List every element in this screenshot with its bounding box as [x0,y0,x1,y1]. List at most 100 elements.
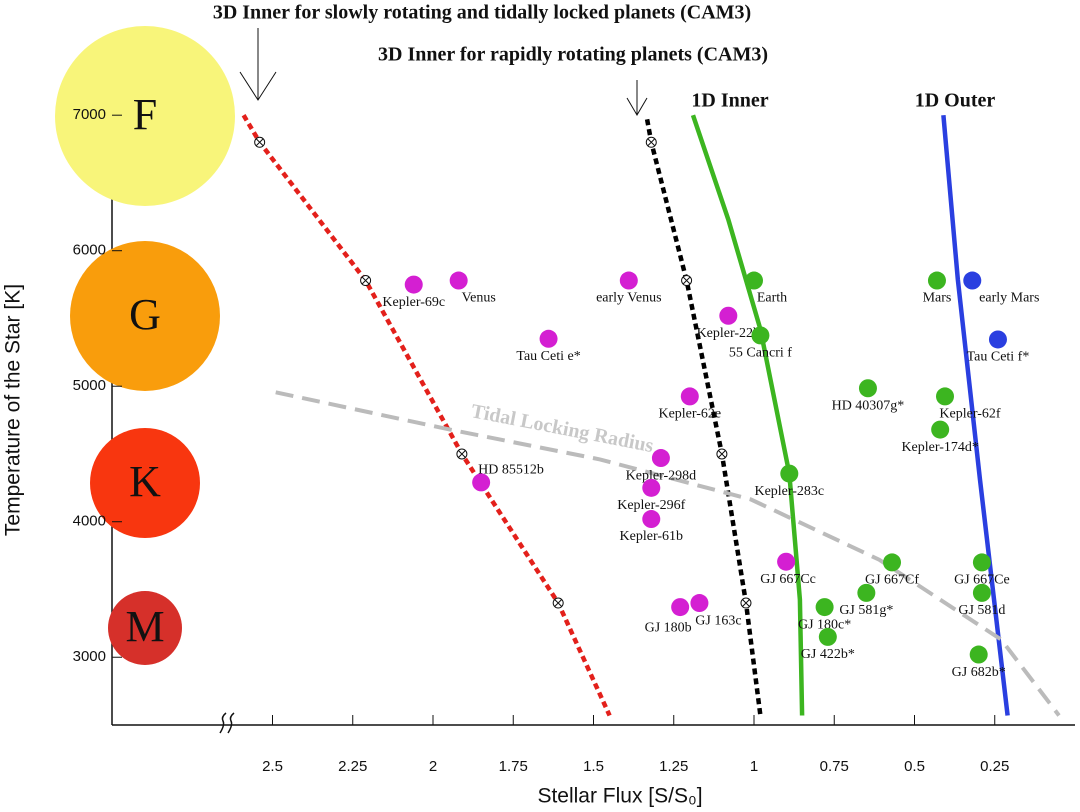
marker-cross [682,276,691,285]
planet-point [642,478,661,497]
planet-label: GJ 180c* [798,617,851,632]
spectral-type-label: M [125,602,164,651]
planet-point [815,598,834,617]
curve-label: 3D Inner for slowly rotating and tidally… [213,2,751,24]
y-tick-label: 5000 [73,377,106,394]
planet-point [927,271,946,290]
spectral-type-disk [108,591,182,665]
x-tick-label: 1.75 [499,758,528,775]
model-marker [681,275,693,287]
marker-cross [361,276,370,285]
planet-point [972,583,991,602]
planet-point [858,379,877,398]
planet-point [642,510,661,529]
planet-point [818,627,837,646]
planet-label: Kepler-174d* [901,440,978,455]
y-tick-label: 4000 [73,513,106,530]
planet-label: GJ 180b [645,620,692,635]
spectral-type-disk [55,26,235,206]
x-tick-label: 0.75 [820,758,849,775]
x-tick-label: 2.5 [262,758,283,775]
marker-cross [554,599,563,607]
x-axis-label: Stellar Flux [S/S₀] [537,785,702,808]
planet-label: GJ 581d [958,603,1005,618]
planet-point [780,464,799,483]
marker-cross [742,599,750,607]
planet-point [539,329,558,348]
planet-point [883,553,902,572]
planet-point [619,271,638,290]
curve [690,114,805,716]
planet-label: GJ 682b* [952,665,1006,680]
x-tick-label: 2 [429,758,437,775]
x-tick-label: 2.25 [338,758,367,775]
planet-point [745,271,763,290]
planet-label: GJ 163c [695,613,741,628]
x-tick-label: 0.25 [980,758,1009,775]
curve-label: 1D Inner [691,90,768,112]
arrow-head [239,71,277,101]
planet-point [651,449,670,468]
planet-label: Tau Ceti f* [967,350,1030,365]
planet-point [449,271,468,290]
model-marker [360,275,372,287]
model-marker [456,448,468,460]
y-axis-label: Temperature of the Star [K] [2,284,25,536]
planet-label: early Mars [979,291,1039,306]
planet-label: GJ 422b* [801,647,855,662]
model-marker [552,597,564,609]
spectral-type-disk [90,428,200,538]
planet-label: HD 40307g* [832,398,905,413]
y-tick-label: 3000 [73,648,106,665]
planet-point [963,271,982,290]
planet-point [719,306,738,325]
planet-label: Mars [923,291,952,306]
marker-cross [647,138,656,147]
model-marker [645,136,657,148]
planet-label: Kepler-22b [697,326,760,341]
planet-point [404,275,423,294]
planet-label: Kepler-61b [620,529,683,544]
planet-label: Kepler-69c [382,295,445,310]
spectral-type-disk [70,241,220,391]
planet-point [988,330,1007,349]
planet-label: Tau Ceti e* [516,349,580,364]
planet-label: Earth [757,291,787,306]
planet-point [680,387,699,406]
planet-point [777,552,796,571]
curve [241,114,612,717]
x-tick-label: 0.5 [904,758,925,775]
model-marker [254,136,266,148]
curve [941,115,1010,716]
planet-label: Kepler-62f [939,407,1000,422]
axis-break [219,712,235,734]
marker-cross [255,138,264,147]
curve-label: 3D Inner for rapidly rotating planets (C… [378,44,768,66]
marker-cross [458,450,466,458]
planet-label: GJ 667Cf [865,573,919,588]
model-marker [716,448,728,460]
planet-label: Kepler-283c [754,484,824,499]
planet-label: HD 85512b [478,463,544,478]
curve-label: 1D Outer [915,90,996,112]
x-tick-label: 1.5 [583,758,604,775]
planet-label: GJ 581g* [839,603,893,618]
y-tick-label: 7000 [73,106,106,123]
planet-point [472,473,491,492]
planet-label: early Venus [596,291,661,306]
planet-label: 55 Cancri f [729,346,792,361]
planet-label: GJ 667Cc [760,572,816,587]
planet-point [671,598,690,617]
y-tick-label: 6000 [73,242,106,259]
spectral-type-label: G [129,290,161,339]
planet-label: Kepler-298d [626,468,696,483]
planet-label: Venus [462,291,496,306]
planet-point [972,553,991,572]
planet-point [935,387,954,406]
model-marker [740,597,752,609]
planet-point [969,645,988,664]
planet-point [690,594,709,613]
curve [644,118,763,716]
curve [275,390,1061,717]
